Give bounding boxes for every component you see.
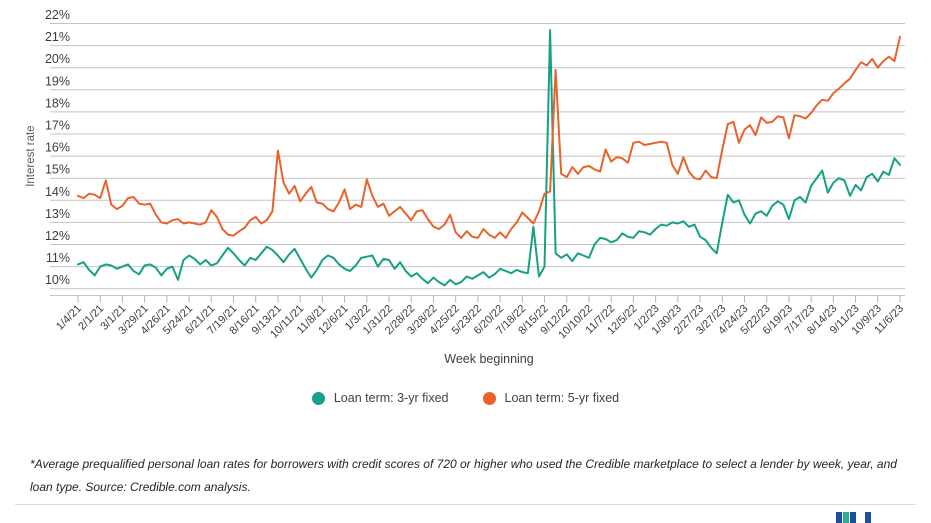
- logo-bar: [843, 512, 849, 523]
- y-axis-title: Interest rate: [25, 125, 37, 186]
- svg-text:21%: 21%: [45, 30, 70, 44]
- svg-text:15%: 15%: [45, 163, 70, 177]
- legend-dot-5yr-icon: [482, 391, 496, 405]
- credible-logo-partial-icon: [836, 512, 898, 523]
- svg-text:13%: 13%: [45, 207, 70, 221]
- svg-text:11%: 11%: [46, 251, 70, 265]
- svg-text:16%: 16%: [45, 141, 70, 155]
- x-tick-marks: [77, 295, 901, 303]
- logo-bar: [850, 512, 856, 523]
- svg-text:17%: 17%: [45, 119, 70, 133]
- logo-bar: [836, 512, 842, 523]
- svg-text:20%: 20%: [45, 52, 70, 66]
- svg-text:18%: 18%: [45, 96, 70, 110]
- svg-text:12%: 12%: [45, 229, 70, 243]
- series-lines: [77, 29, 901, 287]
- svg-text:22%: 22%: [45, 8, 70, 22]
- logo-bar: [865, 512, 871, 523]
- legend-label-3yr: Loan term: 3-yr fixed: [333, 391, 449, 405]
- legend-label-5yr: Loan term: 5-yr fixed: [504, 391, 620, 405]
- footer-divider: [15, 504, 916, 505]
- legend-item-5yr-fixed: Loan term: 5-yr fixed: [482, 391, 620, 405]
- svg-text:14%: 14%: [45, 185, 70, 199]
- x-tick-labels: 1/4/212/1/213/1/213/29/214/26/215/24/216…: [54, 303, 906, 342]
- line-loan-term-5-yr-fixed: [77, 35, 901, 239]
- svg-text:10%: 10%: [45, 273, 70, 287]
- legend-dot-3yr-icon: [311, 391, 325, 405]
- gridlines: [50, 23, 905, 296]
- svg-text:19%: 19%: [45, 74, 70, 88]
- interest-rate-line-chart: 22% 21% 20% 19% 18% 17% 16% 15% 14% 13% 12% 11% 10% 1…: [25, 8, 906, 366]
- x-axis-title: Week beginning: [444, 352, 533, 366]
- y-tick-labels: 22% 21% 20% 19% 18% 17% 16% 15% 14% 13% 12% 11% 10%: [45, 8, 70, 287]
- source-footnote: *Average prequalified personal loan rate…: [30, 457, 897, 495]
- chart-legend: Loan term: 3-yr fixed Loan term: 5-yr fi…: [0, 391, 931, 405]
- line-loan-term-3-yr-fixed: [77, 29, 901, 287]
- legend-item-3yr-fixed: Loan term: 3-yr fixed: [311, 391, 449, 405]
